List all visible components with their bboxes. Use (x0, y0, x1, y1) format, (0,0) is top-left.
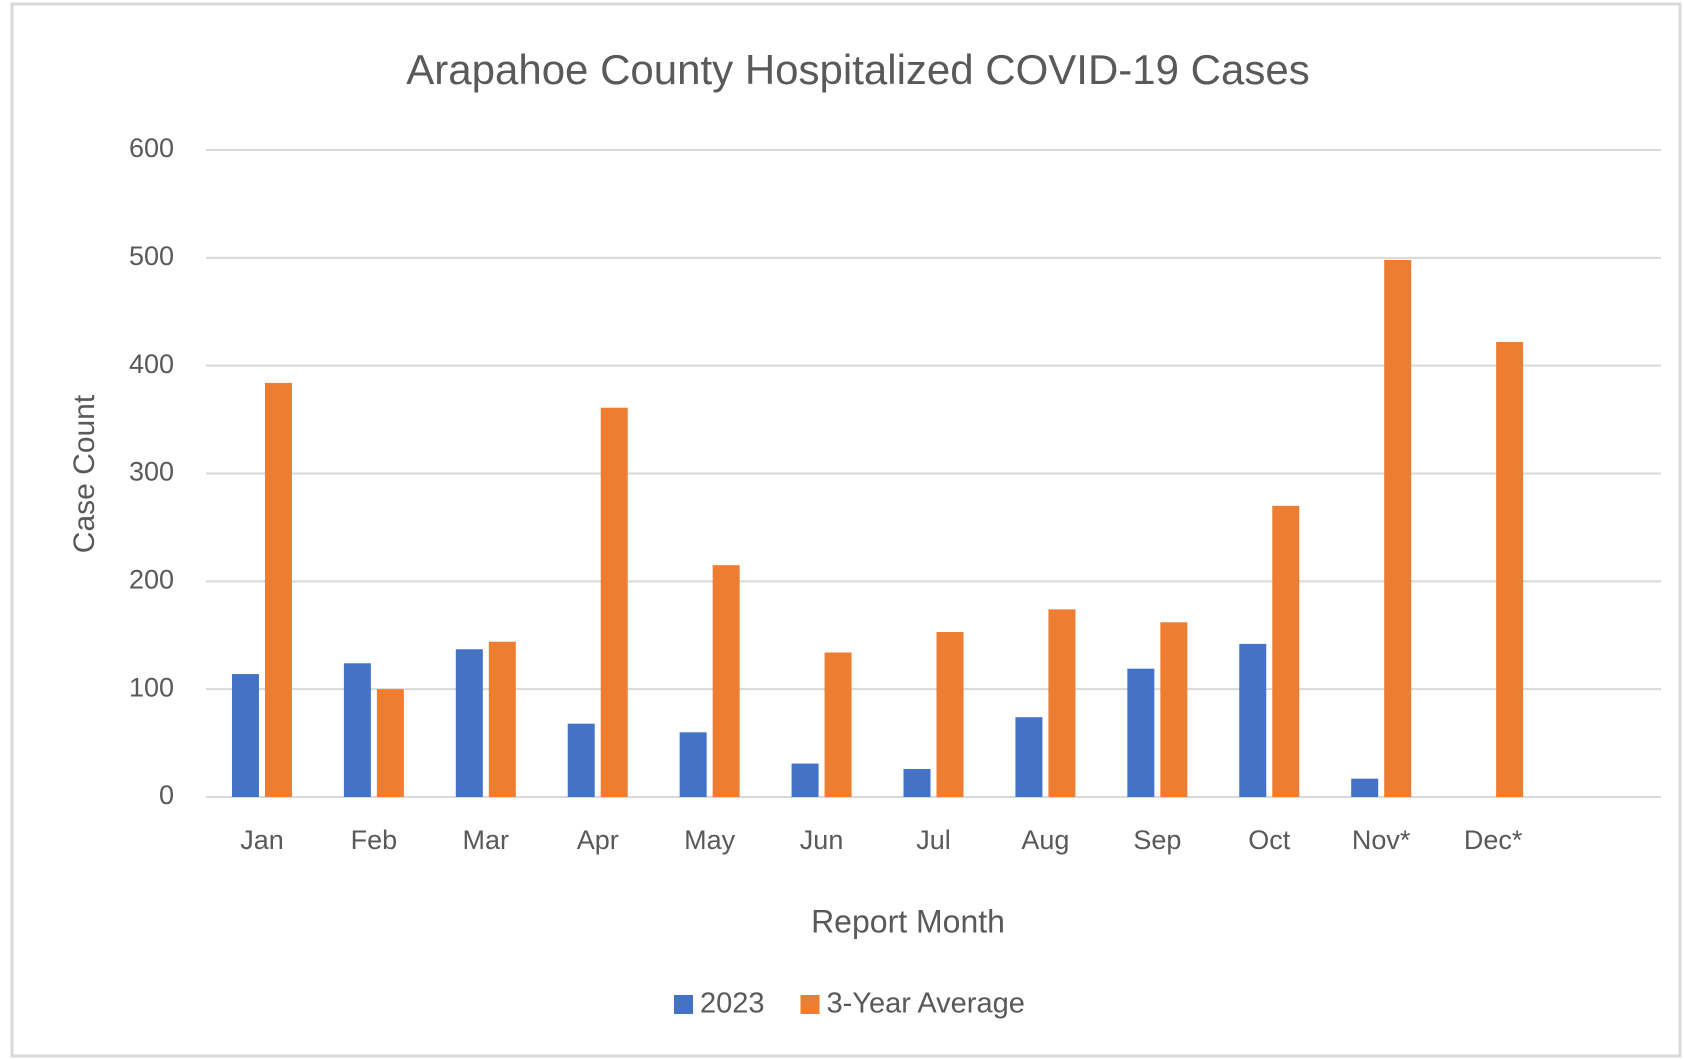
bar (1160, 622, 1188, 797)
bar (376, 689, 404, 797)
bar (488, 641, 516, 797)
x-tick-label: Jun (800, 825, 844, 855)
bar (1272, 505, 1300, 797)
bar (824, 652, 852, 797)
bar (1351, 778, 1379, 797)
bar (679, 732, 707, 797)
bar (1048, 609, 1076, 797)
bar (1384, 259, 1412, 797)
y-axis-title: Case Count (68, 394, 101, 553)
x-tick-label: Dec* (1464, 825, 1523, 855)
y-tick-label: 400 (129, 349, 174, 379)
legend-swatch (674, 995, 693, 1014)
x-tick-label: Feb (351, 825, 398, 855)
x-tick-label: Apr (577, 825, 619, 855)
y-tick-label: 100 (129, 672, 174, 702)
bar (936, 632, 964, 797)
bar (1496, 341, 1524, 797)
y-tick-label: 0 (159, 780, 174, 810)
y-tick-label: 200 (129, 564, 174, 594)
bar (1239, 643, 1267, 797)
y-tick-label: 600 (129, 133, 174, 163)
x-tick-label: Nov* (1352, 825, 1411, 855)
bar (600, 407, 628, 797)
chart-title: Arapahoe County Hospitalized COVID-19 Ca… (406, 46, 1309, 93)
y-tick-label: 300 (129, 457, 174, 487)
x-tick-label: Sep (1133, 825, 1181, 855)
bar (455, 649, 483, 797)
bar (1015, 717, 1043, 797)
bar (231, 674, 259, 797)
x-tick-label: Jul (916, 825, 951, 855)
bar (567, 723, 595, 797)
y-tick-label: 500 (129, 241, 174, 271)
legend-label: 2023 (700, 988, 765, 1020)
bar (712, 565, 740, 797)
bar (1127, 668, 1155, 797)
legend-label: 3-Year Average (827, 988, 1025, 1020)
x-tick-label: Oct (1248, 825, 1291, 855)
bar (791, 763, 819, 797)
x-tick-label: Mar (463, 825, 510, 855)
x-axis-title: Report Month (811, 903, 1005, 939)
bar (343, 663, 371, 797)
x-tick-label: Aug (1021, 825, 1069, 855)
legend-swatch (800, 995, 820, 1014)
x-tick-label: May (684, 825, 736, 855)
x-tick-label: Jan (240, 825, 284, 855)
bar (264, 382, 292, 797)
chart-frame (10, 2, 1682, 1058)
bar (903, 768, 931, 797)
